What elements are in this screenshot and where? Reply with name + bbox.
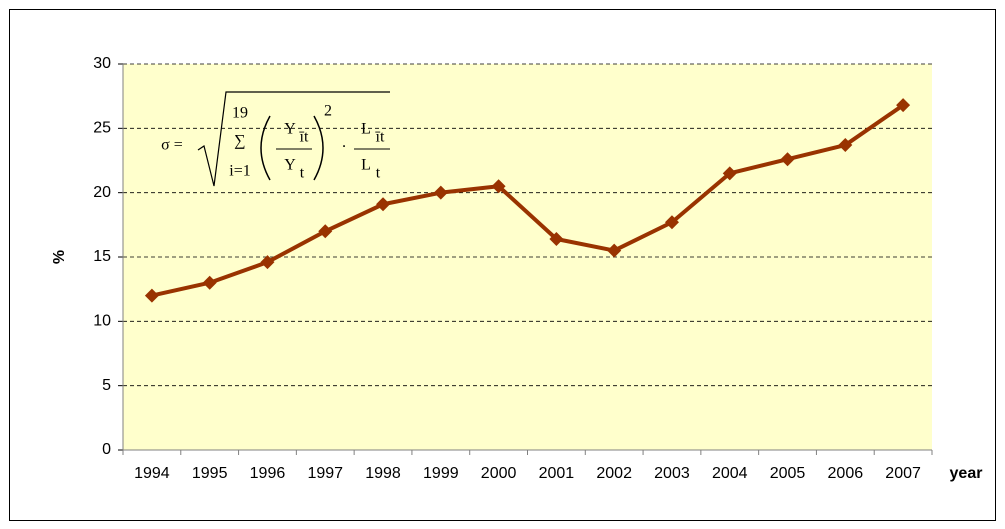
data-line	[151, 103, 905, 298]
data-point	[549, 231, 564, 246]
y-tick-label: 25	[93, 120, 111, 137]
x-tick-label: 1999	[423, 465, 459, 482]
x-tick-label: 1994	[134, 465, 170, 482]
fraction-num-sub: īt	[375, 129, 385, 146]
radical	[197, 91, 390, 187]
sum-symbol: ∑	[234, 133, 245, 150]
fraction-den-sub: t	[300, 165, 305, 182]
data-point	[260, 255, 275, 270]
data-point	[780, 152, 795, 167]
y-tick-label: 20	[93, 184, 111, 201]
fraction-num: L	[361, 121, 371, 138]
fraction-num-sub: īt	[299, 129, 309, 146]
sum-lower: i=1	[229, 163, 250, 180]
fraction-den-sub: t	[376, 165, 381, 182]
y-tick-label: 10	[93, 313, 111, 330]
data-point	[664, 215, 679, 230]
dot: ·	[341, 139, 346, 156]
data-point	[722, 166, 737, 181]
formula: σ = ∑19i=1Y ītY t2·L ītL t	[161, 91, 390, 187]
right-paren	[313, 115, 324, 181]
x-tick-label: 2004	[712, 465, 748, 482]
y-tick-label: 5	[102, 377, 111, 394]
sum-upper: 19	[232, 105, 248, 122]
x-tick-label: 2001	[539, 465, 575, 482]
x-axis-label: year	[950, 465, 983, 482]
x-tick-label: 2007	[885, 465, 921, 482]
y-tick-label: 15	[93, 248, 111, 265]
fraction-den: Y	[284, 157, 296, 174]
formula-lhs: σ =	[161, 137, 183, 154]
y-tick-label: 30	[93, 55, 111, 72]
fraction-num: Y	[284, 121, 296, 138]
data-point	[896, 98, 911, 113]
x-tick-label: 2005	[770, 465, 806, 482]
x-tick-label: 2006	[828, 465, 864, 482]
data-point	[202, 275, 217, 290]
data-point	[838, 138, 853, 153]
data-point	[491, 179, 506, 194]
data-point	[433, 185, 448, 200]
x-tick-label: 2000	[481, 465, 517, 482]
x-tick-label: 1995	[192, 465, 228, 482]
y-tick-label: 0	[102, 441, 111, 458]
data-point	[318, 224, 333, 239]
x-tick-label: 1998	[365, 465, 401, 482]
left-paren	[260, 115, 271, 181]
fraction-den: L	[361, 157, 371, 174]
x-tick-label: 2003	[654, 465, 690, 482]
x-tick-label: 2002	[596, 465, 632, 482]
data-point	[144, 288, 159, 303]
x-tick-label: 1997	[307, 465, 343, 482]
data-point	[607, 243, 622, 258]
y-axis-label: %	[51, 250, 68, 264]
data-point	[376, 197, 391, 212]
exponent: 2	[324, 103, 332, 120]
x-tick-label: 1996	[250, 465, 286, 482]
